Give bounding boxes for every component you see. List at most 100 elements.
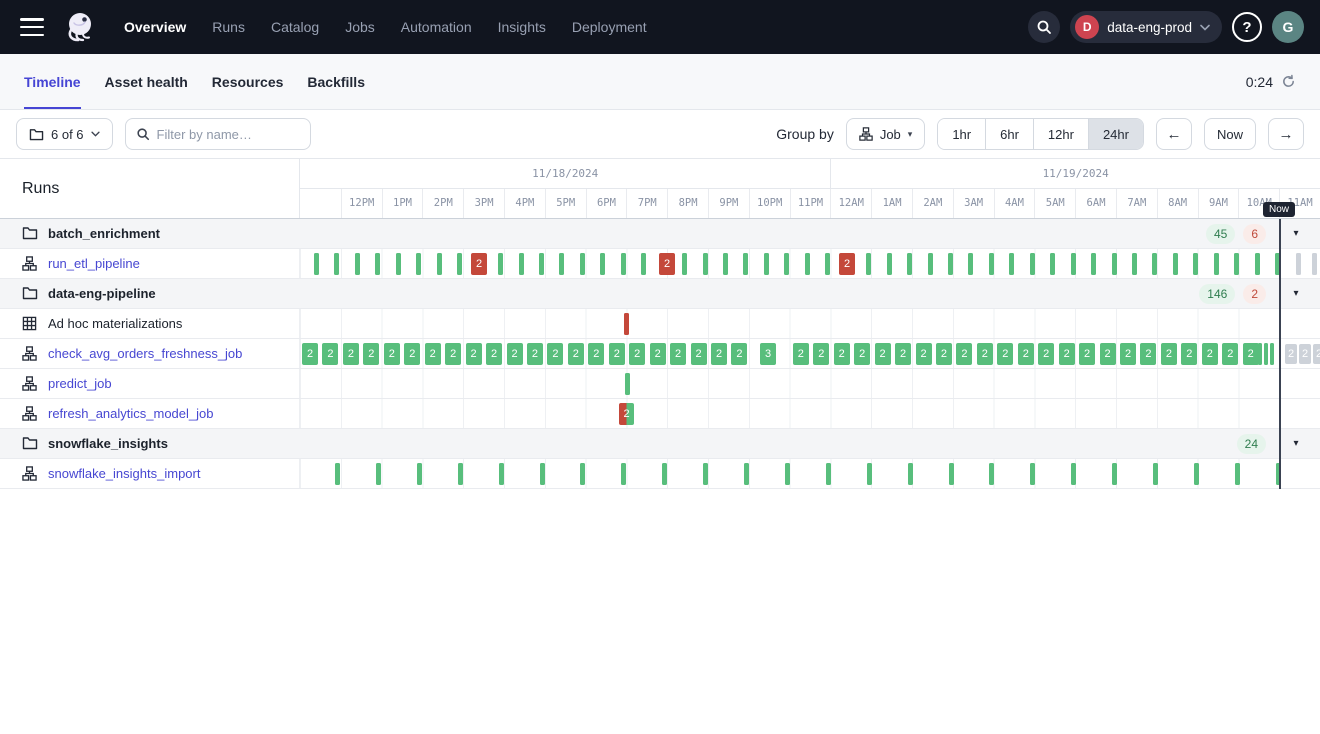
run-bar[interactable] <box>949 463 954 485</box>
pan-left-button[interactable]: ← <box>1156 118 1192 150</box>
run-bar[interactable] <box>1173 253 1178 275</box>
run-bar[interactable]: 2 <box>670 343 686 365</box>
run-bar[interactable]: 2 <box>507 343 523 365</box>
run-bar[interactable]: 2 <box>1299 344 1311 364</box>
run-bar[interactable] <box>907 253 912 275</box>
run-bar[interactable] <box>1112 253 1117 275</box>
run-bar[interactable]: 2 <box>588 343 604 365</box>
run-bar[interactable] <box>335 463 340 485</box>
job-link[interactable]: predict_job <box>48 376 112 391</box>
run-bar[interactable]: 2 <box>813 343 829 365</box>
run-bar[interactable]: 2 <box>527 343 543 365</box>
run-bar[interactable]: 2 <box>839 253 855 275</box>
run-bar[interactable] <box>1193 253 1198 275</box>
run-bar[interactable] <box>1153 463 1158 485</box>
run-bar[interactable]: 2 <box>895 343 911 365</box>
run-bar[interactable] <box>1030 253 1035 275</box>
run-bar[interactable] <box>621 253 626 275</box>
run-bar[interactable] <box>825 253 830 275</box>
run-bar[interactable] <box>703 463 708 485</box>
expand-group-caret[interactable]: ▾ <box>1286 228 1306 239</box>
help-button[interactable]: ? <box>1232 12 1262 42</box>
run-bar[interactable]: 2 <box>486 343 502 365</box>
run-bar[interactable] <box>1312 253 1317 275</box>
expand-group-caret[interactable]: ▾ <box>1286 288 1306 299</box>
run-bar[interactable]: 2 <box>1140 343 1156 365</box>
refresh-icon[interactable] <box>1281 74 1296 89</box>
run-bar[interactable] <box>641 253 646 275</box>
run-bar[interactable] <box>764 253 769 275</box>
run-bar[interactable] <box>1112 463 1117 485</box>
run-bar[interactable]: 2 <box>629 343 645 365</box>
run-bar[interactable]: 2 <box>875 343 891 365</box>
nav-item-insights[interactable]: Insights <box>498 19 546 35</box>
run-bar[interactable] <box>784 253 789 275</box>
run-bar[interactable] <box>458 463 463 485</box>
nav-item-jobs[interactable]: Jobs <box>345 19 375 35</box>
run-bar[interactable] <box>805 253 810 275</box>
range-24hr[interactable]: 24hr <box>1088 119 1143 149</box>
run-bar[interactable]: 2 <box>691 343 707 365</box>
run-bar[interactable] <box>1194 463 1199 485</box>
user-avatar[interactable]: G <box>1272 11 1304 43</box>
run-bar[interactable]: 2 <box>650 343 666 365</box>
run-bar[interactable] <box>682 253 687 275</box>
nav-item-automation[interactable]: Automation <box>401 19 472 35</box>
run-bar[interactable] <box>580 463 585 485</box>
job-link[interactable]: run_etl_pipeline <box>48 256 140 271</box>
range-12hr[interactable]: 12hr <box>1033 119 1088 149</box>
run-bar[interactable]: 2 <box>1181 343 1197 365</box>
run-bar[interactable]: 2 <box>916 343 932 365</box>
run-bar[interactable] <box>1255 253 1260 275</box>
run-bar[interactable] <box>600 253 605 275</box>
run-bar[interactable] <box>1235 463 1240 485</box>
run-bar[interactable] <box>1050 253 1055 275</box>
run-bar[interactable]: 2 <box>834 343 850 365</box>
tab-backfills[interactable]: Backfills <box>307 54 365 109</box>
nav-item-runs[interactable]: Runs <box>212 19 245 35</box>
run-bar[interactable] <box>625 373 630 395</box>
run-bar[interactable]: 2 <box>322 343 338 365</box>
run-bar[interactable] <box>417 463 422 485</box>
run-bar[interactable] <box>437 253 442 275</box>
tab-timeline[interactable]: Timeline <box>24 54 81 109</box>
run-bar[interactable] <box>662 463 667 485</box>
run-bar[interactable]: 2 <box>466 343 482 365</box>
run-bar[interactable] <box>1264 343 1268 365</box>
pan-right-button[interactable]: → <box>1268 118 1304 150</box>
run-bar[interactable] <box>1214 253 1219 275</box>
run-bar[interactable] <box>498 253 503 275</box>
run-bar[interactable] <box>928 253 933 275</box>
run-bar[interactable] <box>540 463 545 485</box>
deployment-switcher[interactable]: D data-eng-prod <box>1070 11 1222 43</box>
run-bar[interactable] <box>621 463 626 485</box>
run-bar[interactable] <box>416 253 421 275</box>
run-bar[interactable]: 2 <box>711 343 727 365</box>
run-bar[interactable] <box>376 463 381 485</box>
run-bar[interactable]: 2 <box>471 253 487 275</box>
run-bar[interactable]: 2 <box>363 343 379 365</box>
run-bar[interactable] <box>559 253 564 275</box>
job-link[interactable]: check_avg_orders_freshness_job <box>48 346 242 361</box>
run-bar[interactable]: 2 <box>404 343 420 365</box>
run-bar[interactable]: 2 <box>1161 343 1177 365</box>
run-bar[interactable]: 2 <box>384 343 400 365</box>
run-bar[interactable] <box>624 313 629 335</box>
expand-group-caret[interactable]: ▾ <box>1286 438 1306 449</box>
run-bar[interactable] <box>1132 253 1137 275</box>
run-bar[interactable]: 2 <box>854 343 870 365</box>
menu-icon[interactable] <box>20 18 44 36</box>
run-bar[interactable]: 2 <box>1285 344 1297 364</box>
run-bar[interactable]: 2 <box>659 253 675 275</box>
nav-item-catalog[interactable]: Catalog <box>271 19 319 35</box>
filter-input[interactable] <box>157 127 297 142</box>
run-bar[interactable]: 2 <box>731 343 747 365</box>
run-bar[interactable]: 2 <box>1222 343 1238 365</box>
code-location-scope-button[interactable]: 6 of 6 <box>16 118 113 150</box>
run-bar[interactable]: 2 <box>936 343 952 365</box>
run-bar[interactable] <box>743 253 748 275</box>
search-button[interactable] <box>1028 11 1060 43</box>
run-bar[interactable] <box>989 463 994 485</box>
run-bar[interactable] <box>396 253 401 275</box>
run-bar[interactable]: 2 <box>1079 343 1095 365</box>
